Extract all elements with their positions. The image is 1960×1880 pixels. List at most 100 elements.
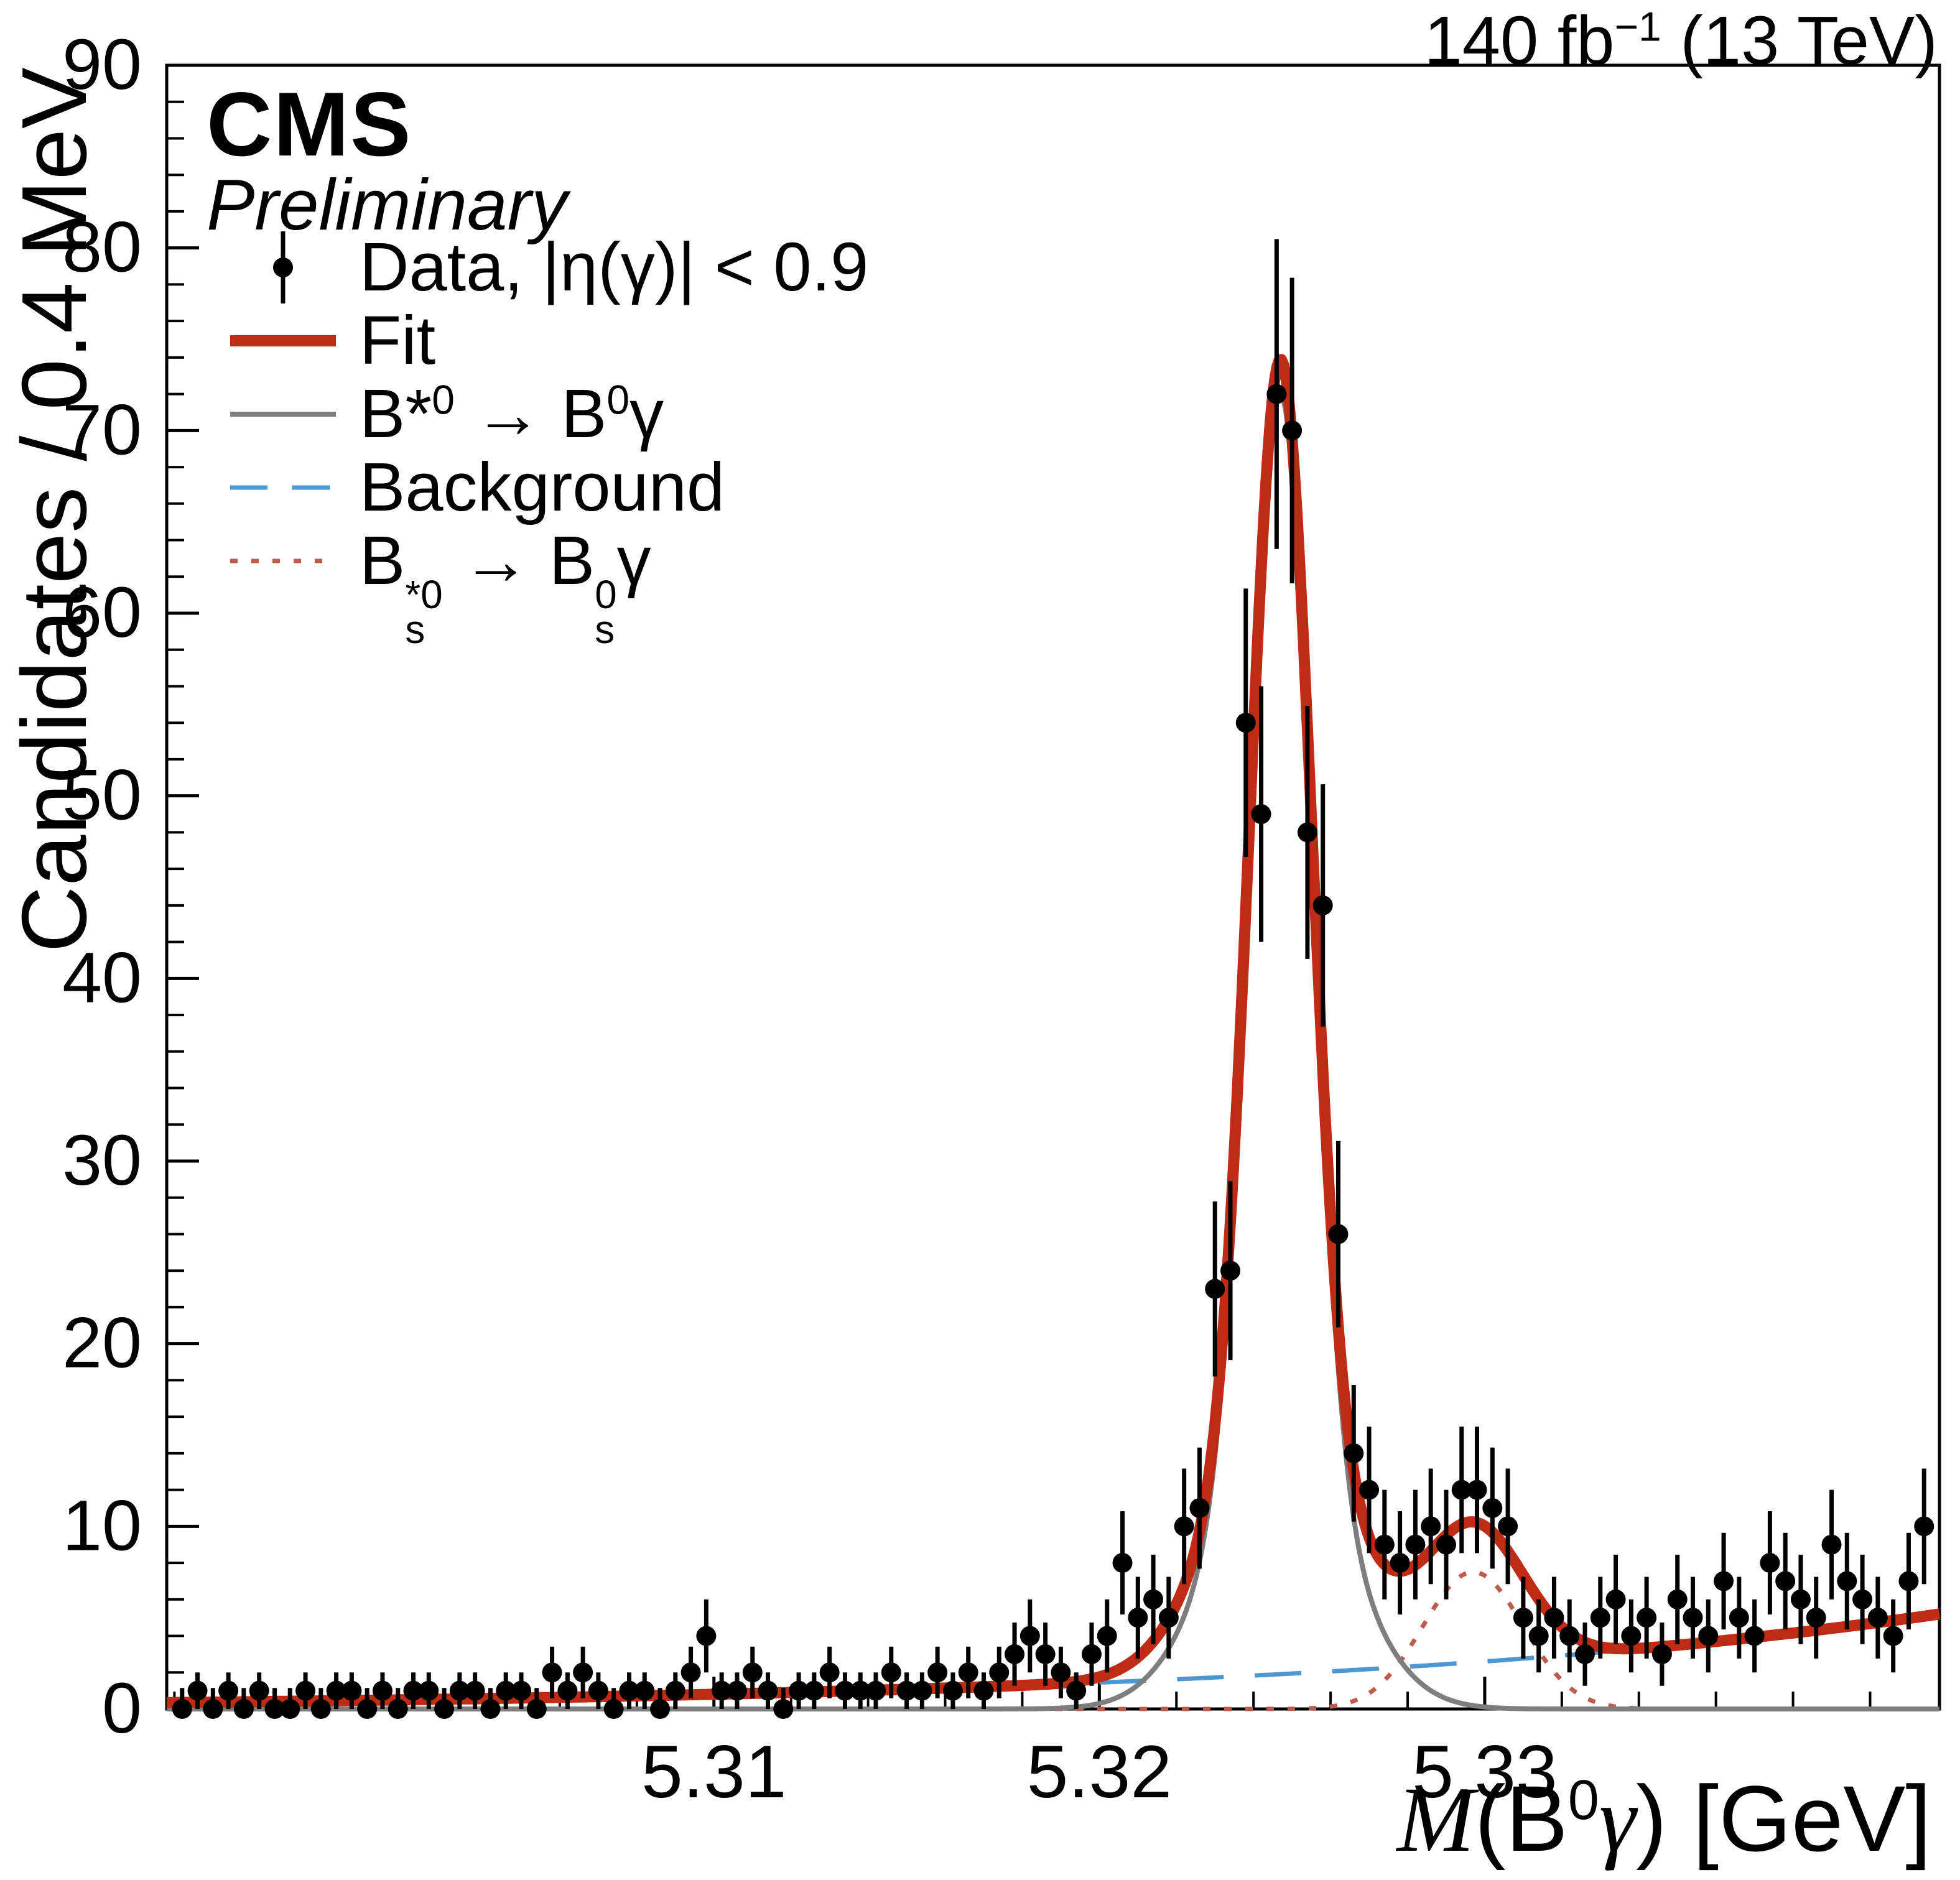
data-point: [881, 1662, 901, 1683]
data-point: [1914, 1516, 1934, 1537]
data-point: [480, 1699, 501, 1719]
data-point: [203, 1699, 223, 1719]
data-point: [1328, 1224, 1349, 1244]
data-point: [1775, 1571, 1796, 1591]
data-point: [1189, 1498, 1210, 1518]
data-point: [804, 1680, 824, 1701]
data-point: [634, 1680, 655, 1701]
signal-curve: [166, 392, 1940, 1711]
data-point: [434, 1699, 455, 1719]
data-point: [1174, 1516, 1194, 1537]
data-point: [1081, 1644, 1102, 1664]
data-point: [187, 1680, 208, 1701]
data-point: [326, 1680, 346, 1701]
legend-label-fit: Fit: [360, 302, 436, 379]
data-point: [1282, 420, 1303, 441]
cms-logo-text: CMS: [207, 73, 412, 175]
data-point: [1097, 1626, 1117, 1646]
lumi-energy: (13 TeV): [1661, 2, 1938, 79]
data-point: [233, 1699, 254, 1719]
data-point: [973, 1680, 994, 1701]
data-point: [866, 1680, 886, 1701]
legend-label-signal: B*0 → B0γ: [360, 378, 664, 450]
data-point: [1559, 1626, 1580, 1646]
legend-label-background: Background: [360, 449, 725, 526]
luminosity-label: 140 fb−1 (13 TeV): [1424, 1, 1938, 80]
data-point: [758, 1680, 778, 1701]
data-point: [1821, 1534, 1842, 1555]
x-axis-title: M(B0γ) [GeV]: [1397, 1765, 1931, 1873]
signal-sup1: 0: [432, 376, 455, 423]
data-point: [1867, 1608, 1888, 1628]
data-point: [1513, 1608, 1533, 1628]
data-point: [1297, 822, 1317, 843]
data-point: [1451, 1479, 1472, 1500]
reflection-arrow: → B: [442, 522, 595, 599]
signal-arrow: → B: [454, 376, 607, 452]
data-point: [1621, 1626, 1642, 1646]
data-point: [1421, 1516, 1441, 1537]
data-point: [372, 1680, 392, 1701]
data-point: [1651, 1644, 1672, 1664]
data-point: [511, 1680, 531, 1701]
data-point: [1128, 1608, 1148, 1628]
data-point: [1637, 1608, 1657, 1628]
data-point: [1667, 1589, 1688, 1609]
data-point: [1205, 1279, 1225, 1299]
data-point: [1266, 384, 1287, 404]
data-point: [942, 1680, 963, 1701]
data-point: [1898, 1571, 1919, 1591]
legend-marker-data: [273, 257, 293, 277]
data-point: [264, 1699, 285, 1719]
data-point: [588, 1680, 608, 1701]
data-point: [310, 1699, 331, 1719]
y-tick-label: 30: [62, 1121, 142, 1200]
data-point: [1312, 895, 1333, 915]
data-point: [912, 1680, 932, 1701]
data-point: [1143, 1589, 1164, 1609]
legend-label-data: Data, |η(γ)| < 0.9: [360, 229, 869, 305]
data-point: [1019, 1626, 1040, 1646]
data-point: [773, 1699, 794, 1719]
data-point: [1051, 1662, 1071, 1683]
data-point: [496, 1680, 516, 1701]
data-point: [696, 1626, 717, 1646]
data-point: [819, 1662, 840, 1683]
x-tick-label: 5.33: [1412, 1730, 1558, 1813]
data-point: [1729, 1608, 1749, 1628]
data-point: [1714, 1571, 1734, 1591]
signal-gamma: γ: [629, 376, 664, 452]
data-point: [1883, 1626, 1903, 1646]
data-point: [1590, 1608, 1610, 1628]
lumi-exponent: −1: [1614, 3, 1661, 50]
data-point: [850, 1680, 871, 1701]
data-point: [1235, 713, 1256, 733]
reflection-script1: *0 s: [405, 572, 443, 652]
data-point: [419, 1680, 439, 1701]
data-point: [1035, 1644, 1056, 1664]
data-point: [1790, 1589, 1811, 1609]
preliminary-label: Preliminary: [207, 164, 568, 245]
data-point: [650, 1699, 671, 1719]
y-tick-label: 50: [62, 756, 142, 835]
y-tick-label: 80: [62, 208, 142, 287]
data-point: [388, 1699, 408, 1719]
data-point: [680, 1662, 701, 1683]
data-point: [542, 1662, 562, 1683]
data-point: [1744, 1626, 1765, 1646]
data-point: [712, 1680, 732, 1701]
data-point: [218, 1680, 239, 1701]
data-point: [1467, 1479, 1487, 1500]
data-point: [1698, 1626, 1719, 1646]
data-point: [927, 1662, 948, 1683]
xtitle-sup: 0: [1568, 1769, 1599, 1831]
data-point: [835, 1680, 855, 1701]
data-point: [1760, 1553, 1780, 1573]
data-point: [403, 1680, 424, 1701]
data-point: [727, 1680, 747, 1701]
data-point: [172, 1699, 192, 1719]
data-point: [357, 1699, 378, 1719]
y-axis-title: Candidates / 0.4 MeV: [3, 67, 106, 953]
data-point: [1498, 1516, 1518, 1537]
